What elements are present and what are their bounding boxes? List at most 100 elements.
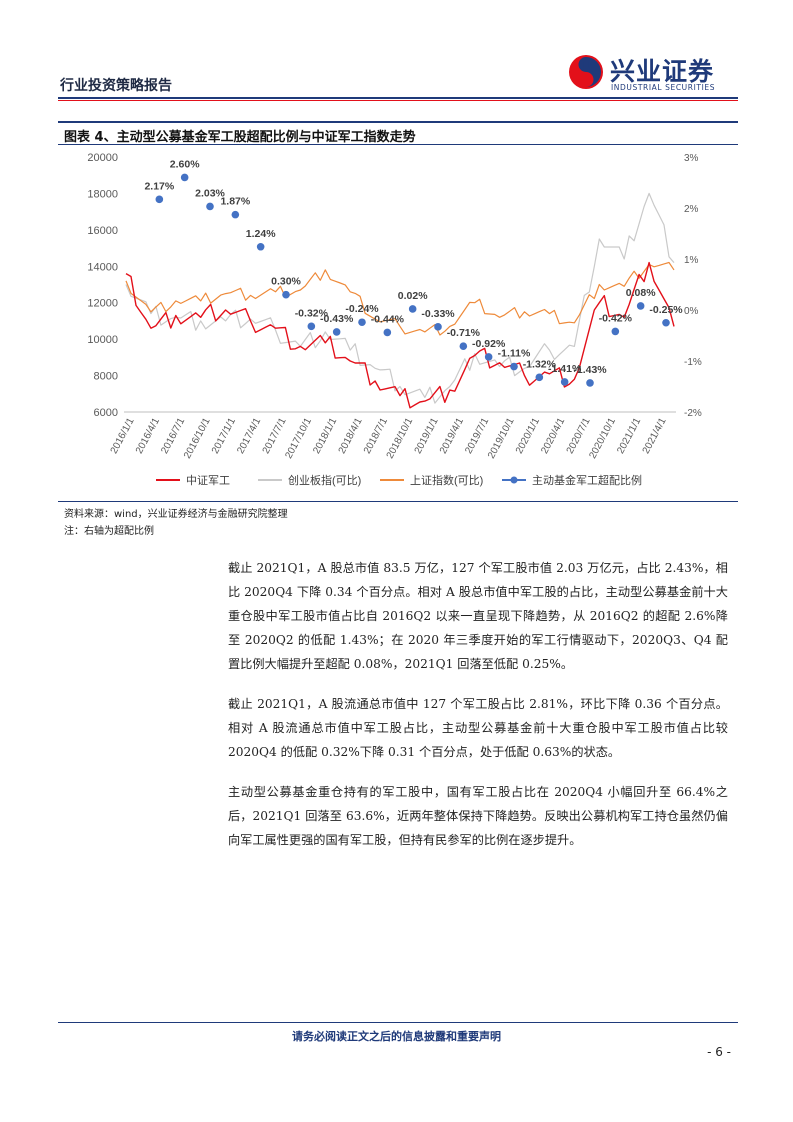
axis-note: 注：右轴为超配比例: [64, 526, 154, 537]
y-right-tick-label: -2%: [684, 408, 702, 419]
logo-mark-icon: [569, 55, 603, 89]
ratio-point: [586, 379, 594, 387]
x-tick-label: 2017/1/1: [210, 416, 238, 456]
ratio-data-label: 2.17%: [144, 180, 174, 192]
page-number: - 6 -: [707, 1045, 731, 1059]
x-tick-label: 2017/4/1: [235, 416, 263, 456]
figure-title: 图表 4、主动型公募基金军工股超配比例与中证军工指数走势: [64, 130, 416, 145]
legend-chinext-label: 创业板指(可比): [288, 473, 361, 487]
junggong-chart: 6000 8000 10000 12000 14000 16000 18000 20000 -2…: [87, 152, 702, 487]
y-left-tick-label: 6000: [94, 407, 118, 419]
x-tick-label: 2021/4/1: [641, 416, 669, 456]
ratio-data-label: -0.44%: [371, 313, 405, 325]
y-right-tick-label: 0%: [684, 306, 699, 317]
figure-top-rule: [58, 121, 738, 123]
ratio-point: [510, 362, 518, 371]
ratio-data-label: 0.30%: [271, 276, 301, 288]
y-left-tick-label: 18000: [87, 188, 118, 200]
y-right-tick-label: 3%: [684, 153, 699, 164]
y-left-tick-label: 20000: [87, 152, 118, 164]
ratio-point: [662, 318, 670, 327]
ratio-point: [180, 173, 189, 182]
x-tick-label: 2021/1/1: [615, 416, 643, 456]
x-tick-label: 2016/1/1: [109, 416, 137, 456]
logo-en-text: INDUSTRIAL SECURITIES: [611, 83, 716, 92]
ratio-point: [560, 378, 569, 386]
ratio-data-label: 2.60%: [170, 158, 200, 170]
x-tick-label: 2019/4/1: [438, 416, 466, 456]
ratio-point: [282, 290, 290, 299]
figure-title-rule: [58, 144, 738, 145]
header-rule: [58, 97, 738, 99]
ratio-point: [307, 322, 316, 331]
ratio-point: [155, 195, 164, 204]
x-tick-label: 2019/1/1: [413, 416, 441, 456]
ratio-point: [408, 305, 417, 313]
ratio-data-label: -0.24%: [345, 303, 379, 315]
ratio-data-label: -0.43%: [320, 313, 354, 325]
ratio-point: [358, 318, 366, 327]
x-tick-label: 2016/7/1: [159, 416, 187, 456]
header-rule-red: [58, 100, 738, 101]
paragraph-2: 截止 2021Q1，A 股流通总市值中 127 个军工股占比 2.81%，环比下…: [228, 697, 728, 759]
x-tick-label: 2020/4/1: [539, 416, 567, 456]
ratio-point: [611, 327, 620, 336]
y-left-tick-label: 10000: [87, 334, 118, 346]
ratio-data-label: 1.24%: [246, 228, 276, 240]
x-tick-label: 2019/7/1: [463, 416, 491, 456]
legend-junggong-label: 中证军工: [186, 474, 230, 487]
x-tick-label: 2018/1/1: [311, 416, 339, 456]
y-right-tick-label: 1%: [684, 255, 699, 266]
ratio-point: [256, 242, 265, 251]
paragraph-1: 截止 2021Q1，A 股总市值 83.5 万亿，127 个军工股市值 2.03…: [228, 561, 728, 671]
x-tick-label: 2020/7/1: [565, 416, 593, 456]
ratio-data-label: -0.32%: [295, 307, 329, 319]
ratio-point: [332, 328, 341, 336]
x-tick-label: 2020/1/1: [514, 416, 542, 456]
ratio-point: [459, 342, 468, 351]
y-left-tick-label: 16000: [87, 225, 118, 237]
y-right-tick-label: -1%: [684, 357, 702, 368]
ratio-data-label: -0.92%: [472, 338, 506, 350]
ratio-point: [636, 302, 645, 310]
ratio-point: [535, 373, 544, 382]
x-tick-label: 2018/4/1: [337, 416, 365, 456]
legend-ratio-label: 主动基金军工超配比例: [532, 473, 642, 487]
figure-notes: 资料来源：wind，兴业证券经济与金融研究院整理 注：右轴为超配比例: [64, 506, 288, 540]
footer-rule: [58, 1022, 738, 1023]
ratio-point: [434, 323, 442, 331]
x-tick-label: 2016/4/1: [134, 416, 162, 456]
y-left-tick-label: 14000: [87, 261, 118, 273]
source-note: 资料来源：wind，兴业证券经济与金融研究院整理: [64, 509, 288, 520]
ratio-point: [231, 210, 240, 219]
ratio-data-label: -0.71%: [447, 327, 481, 339]
footer-disclaimer: 请务必阅读正文之后的信息披露和重要声明: [292, 1030, 501, 1043]
y-right-tick-label: 2%: [684, 204, 699, 215]
legend-shanghai-label: 上证指数(可比): [410, 473, 483, 487]
junggong-index-line: [125, 261, 675, 409]
ratio-data-label: -1.11%: [498, 348, 531, 360]
figure-bottom-rule: [58, 501, 738, 502]
company-logo: 兴业证券 INDUSTRIAL SECURITIES: [568, 52, 738, 96]
ratio-point: [484, 353, 493, 361]
ratio-data-label: 1.87%: [220, 196, 250, 208]
logo-cn-text: 兴业证券: [610, 57, 715, 86]
ratio-data-label: -0.42%: [599, 312, 633, 324]
ratio-data-label: 0.08%: [626, 287, 656, 299]
ratio-data-label: 0.02%: [398, 290, 428, 302]
shanghai-index-line: [125, 261, 675, 336]
paragraph-3: 主动型公募基金重仓持有的军工股中，国有军工股占比在 2020Q4 小幅回升至 6…: [228, 785, 728, 847]
ratio-point: [206, 202, 214, 211]
legend-ratio-marker: [510, 476, 518, 484]
ratio-data-label: -1.32%: [523, 358, 557, 370]
ratio-data-label: -0.33%: [421, 308, 455, 320]
ratio-data-label: -1.43%: [573, 364, 607, 376]
ratio-data-label: -0.25%: [649, 304, 683, 316]
y-left-tick-label: 8000: [94, 371, 118, 383]
report-type-title: 行业投资策略报告: [60, 78, 172, 94]
y-left-tick-label: 12000: [87, 298, 118, 310]
ratio-point: [383, 328, 392, 337]
x-tick-label: 2018/7/1: [362, 416, 390, 456]
ratio-data-label: 2.03%: [195, 187, 225, 199]
x-tick-label: 2017/7/1: [261, 416, 289, 456]
